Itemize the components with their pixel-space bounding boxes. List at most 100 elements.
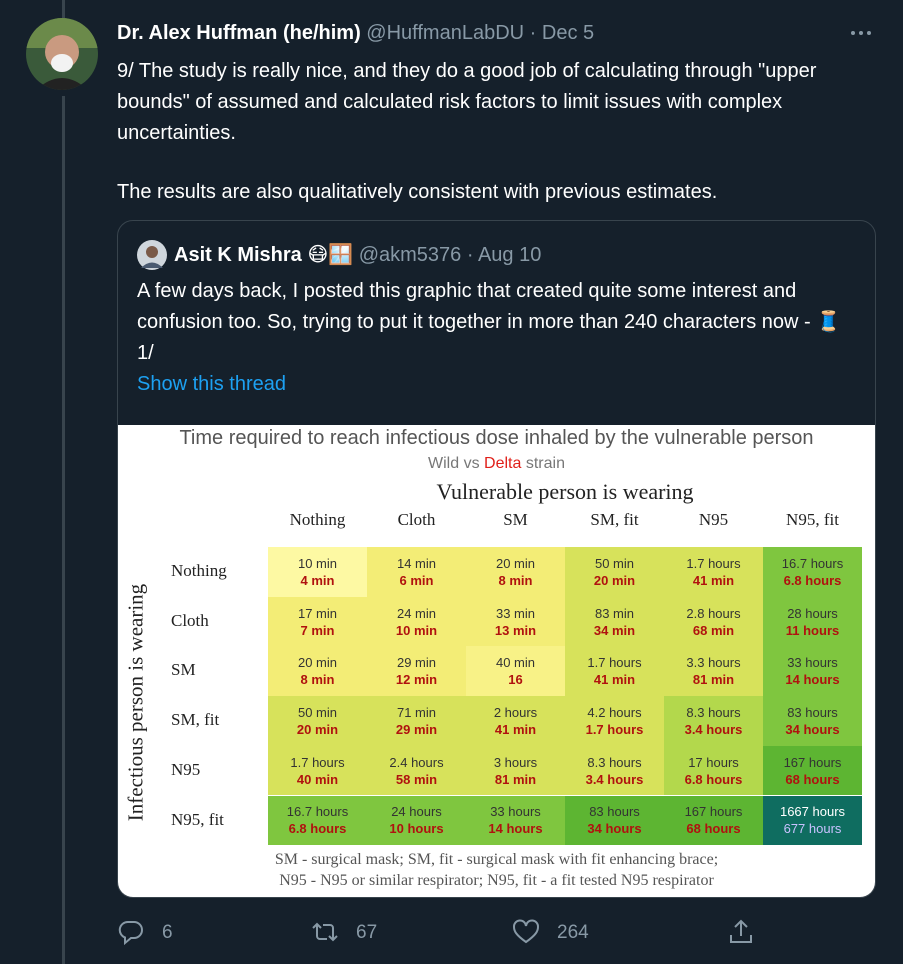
row-title: Infectious person is wearing <box>123 583 148 822</box>
column-header: N95 <box>698 510 729 529</box>
heatmap-cell: 2.4 hours 58 min <box>367 745 466 796</box>
heatmap-cell: 33 min 13 min <box>466 596 565 647</box>
wild-time: 50 min <box>297 704 338 720</box>
quote-text: A few days back, I posted this graphic t… <box>137 280 842 364</box>
heatmap-cell: 24 hours 10 hours <box>367 795 466 846</box>
heatmap-cell: 83 hours 34 hours <box>565 795 664 846</box>
delta-time: 34 hours <box>587 821 642 837</box>
delta-time: 81 min <box>692 672 735 688</box>
reply-icon[interactable] <box>118 919 144 945</box>
reply-count: 6 <box>162 922 173 943</box>
share-icon[interactable] <box>728 918 754 946</box>
tweet-header: Dr. Alex Huffman (he/him) @HuffmanLabDU … <box>117 22 594 45</box>
heatmap-cell: 20 min 8 min <box>466 547 565 597</box>
delta-time: 10 min <box>395 622 438 638</box>
heatmap-cell: 33 hours 14 hours <box>466 795 565 846</box>
wild-time: 1.7 hours <box>587 655 642 671</box>
wild-time: 33 min <box>495 605 536 621</box>
delta-time: 68 hours <box>686 821 741 837</box>
wild-time: 16.7 hours <box>286 804 349 820</box>
heatmap-cell: 50 min 20 min <box>268 696 367 746</box>
image-subtitle: Wild vs Delta strain <box>118 455 875 473</box>
wild-time: 17 min <box>297 605 338 621</box>
wild-time: 71 min <box>396 704 437 720</box>
delta-time: 20 min <box>593 572 636 588</box>
column-header: SM, fit <box>590 510 639 529</box>
column-title: Vulnerable person is wearing <box>436 479 694 504</box>
column-header: SM <box>503 510 528 529</box>
image-title: Time required to reach infectious dose i… <box>179 427 814 449</box>
delta-time: 10 hours <box>389 821 444 837</box>
thread-line <box>62 96 65 964</box>
heatmap-cell: 1.7 hours 40 min <box>268 745 367 796</box>
delta-time: 68 hours <box>785 771 840 787</box>
wild-time: 83 hours <box>589 804 640 820</box>
heatmap-cell: 17 hours 6.8 hours <box>664 745 763 796</box>
heatmap-cell: 2 hours 41 min <box>466 696 565 746</box>
wild-time: 20 min <box>297 655 338 671</box>
avatar[interactable] <box>26 18 98 90</box>
heatmap-cell: 10 min 4 min <box>268 547 367 597</box>
heatmap-cell: 83 min 34 min <box>565 596 664 647</box>
row-header: SM, fit <box>171 710 220 730</box>
heatmap-cell: 8.3 hours 3.4 hours <box>565 745 664 796</box>
delta-time: 20 min <box>296 721 339 737</box>
wild-time: 8.3 hours <box>686 704 741 720</box>
wild-time: 1.7 hours <box>290 754 345 770</box>
author-handle[interactable]: @HuffmanLabDU <box>366 22 525 44</box>
quoted-image[interactable]: Time required to reach infectious dose i… <box>118 425 875 897</box>
heatmap-cell: 3 hours 81 min <box>466 745 565 796</box>
wild-time: 4.2 hours <box>587 704 642 720</box>
delta-time: 6.8 hours <box>288 821 347 837</box>
delta-time: 14 hours <box>785 672 840 688</box>
wild-time: 24 hours <box>391 804 442 820</box>
heatmap-cell: 3.3 hours 81 min <box>664 646 763 697</box>
show-thread-link[interactable]: Show this thread <box>137 373 286 395</box>
heatmap-cell: 20 min 8 min <box>268 646 367 697</box>
wild-time: 28 hours <box>787 605 838 621</box>
like-icon[interactable] <box>512 919 540 945</box>
wild-time: 83 min <box>594 605 635 621</box>
delta-time: 81 min <box>494 771 537 787</box>
author-name[interactable]: Dr. Alex Huffman (he/him) <box>117 22 361 44</box>
tweet-text: 9/ The study is really nice, and they do… <box>117 56 872 208</box>
tweet-date[interactable]: Dec 5 <box>541 22 595 44</box>
heatmap-cell: 29 min 12 min <box>367 646 466 697</box>
delta-time: 34 min <box>593 622 636 638</box>
delta-time: 6.8 hours <box>783 572 842 588</box>
wild-time: 8.3 hours <box>587 754 642 770</box>
heatmap-cell: 8.3 hours 3.4 hours <box>664 696 763 746</box>
quote-header: Asit K Mishra 😷🪟 @akm5376 · Aug 10 <box>174 242 541 267</box>
delta-time: 13 min <box>494 622 537 638</box>
delta-time: 41 min <box>593 672 636 688</box>
wild-time: 167 hours <box>783 754 842 770</box>
heatmap-cell: 16.7 hours 6.8 hours <box>268 795 367 846</box>
delta-time: 34 hours <box>785 721 840 737</box>
heatmap-cell: 17 min 7 min <box>268 596 367 647</box>
heatmap-cell: 24 min 10 min <box>367 596 466 647</box>
quote-author-name: Asit K Mishra 😷🪟 <box>174 244 354 266</box>
delta-time: 677 hours <box>783 821 842 837</box>
delta-time: 3.4 hours <box>585 771 644 787</box>
heatmap-cell: 1.7 hours 41 min <box>664 547 763 597</box>
wild-time: 83 hours <box>787 704 838 720</box>
delta-time: 1.7 hours <box>585 721 644 737</box>
row-header: N95 <box>171 759 201 779</box>
footnote: SM - surgical mask; SM, fit - surgical m… <box>118 849 875 891</box>
delta-time: 6.8 hours <box>684 771 743 787</box>
wild-time: 1667 hours <box>779 804 846 820</box>
heatmap-cell: 167 hours 68 hours <box>763 745 862 796</box>
row-header: SM <box>171 660 196 680</box>
quote-avatar <box>137 240 167 270</box>
quote-handle: @akm5376 <box>358 244 462 266</box>
row-header: Nothing <box>171 561 227 580</box>
heatmap-cell: 83 hours 34 hours <box>763 696 862 746</box>
more-button[interactable] <box>848 28 876 38</box>
quote-tweet[interactable]: Asit K Mishra 😷🪟 @akm5376 · Aug 10 A few… <box>117 220 876 898</box>
heatmap-cell: 33 hours 14 hours <box>763 646 862 697</box>
heatmap-cell: 14 min 6 min <box>367 547 466 597</box>
wild-time: 33 hours <box>490 804 541 820</box>
delta-time: 4 min <box>300 572 335 588</box>
retweet-icon[interactable] <box>310 919 340 945</box>
